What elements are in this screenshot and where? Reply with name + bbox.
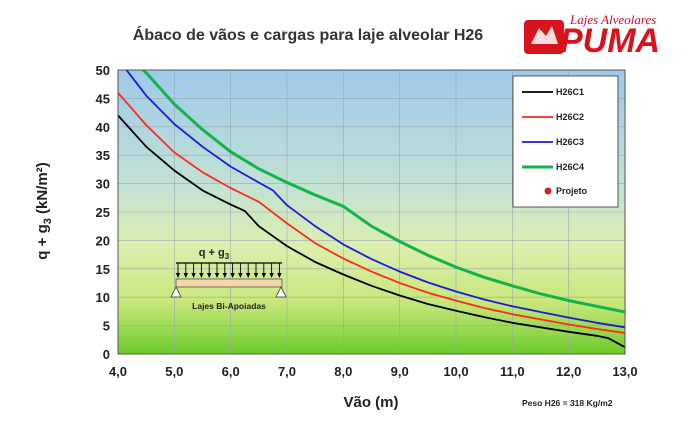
x-tick-label: 9,0 <box>391 364 409 379</box>
y-tick-label: 10 <box>96 290 110 305</box>
y-tick-label: 5 <box>103 319 110 334</box>
series-line-h26c3 <box>125 70 625 329</box>
load-arrow-head-icon <box>183 273 188 278</box>
y-tick-label: 50 <box>96 63 110 78</box>
weight-note: Peso H26 = 318 Kg/m2 <box>522 398 613 408</box>
load-arrow-head-icon <box>246 273 251 278</box>
load-arrow-head-icon <box>191 273 196 278</box>
beam-diagram: q + g3 Lajes Bi-Apoiadas <box>170 247 287 311</box>
load-label: q + g3 <box>199 247 230 261</box>
x-tick-label: 7,0 <box>278 364 296 379</box>
legend-label-h26c4: H26C4 <box>556 162 584 172</box>
x-tick-label: 5,0 <box>165 364 183 379</box>
y-tick-label: 30 <box>96 177 110 192</box>
support-right-icon <box>275 286 287 298</box>
load-arrow-head-icon <box>277 273 282 278</box>
load-arrow-head-icon <box>207 273 212 278</box>
axis-ticks: 4,0 5,0 6,0 7,0 8,0 9,0 10,0 11,0 12,0 13,0 0 5 10 15… <box>96 63 638 379</box>
series-line-h26c2 <box>118 92 625 334</box>
legend-label-h26c2: H26C2 <box>556 112 584 122</box>
load-arrow-head-icon <box>175 273 181 278</box>
x-tick-label: 8,0 <box>334 364 352 379</box>
load-arrows <box>175 263 282 278</box>
brand-name: PUMA <box>560 22 660 60</box>
brand-logo: Lajes Alveolares PUMA <box>524 12 660 60</box>
x-axis-label: Vão (m) <box>343 394 398 411</box>
load-arrow-head-icon <box>269 273 274 278</box>
load-arrow-head-icon <box>261 273 266 278</box>
legend-label-h26c1: H26C1 <box>556 87 584 97</box>
y-tick-label: 35 <box>96 148 110 163</box>
y-axis-label: q + g3 (kN/m²) <box>34 162 54 259</box>
x-tick-label: 10,0 <box>443 364 468 379</box>
brand-tagline: Lajes Alveolares <box>569 12 656 27</box>
beam-caption: Lajes Bi-Apoiadas <box>192 301 266 311</box>
y-tick-label: 25 <box>96 205 110 220</box>
x-tick-label: 4,0 <box>109 364 127 379</box>
legend-marker-projeto-icon <box>544 187 552 195</box>
series-line-h26c1 <box>118 114 625 348</box>
load-arrow-head-icon <box>214 273 220 278</box>
load-arrow-head-icon <box>253 273 259 278</box>
support-left-icon <box>170 286 182 298</box>
chart-title: Ábaco de vãos e cargas para laje alveola… <box>133 25 484 44</box>
y-tick-label: 0 <box>103 347 110 362</box>
y-tick-label: 45 <box>96 91 110 106</box>
puma-head-icon <box>531 26 558 44</box>
legend-label-projeto: Projeto <box>556 186 588 196</box>
load-arrow-head-icon <box>230 273 235 278</box>
legend-label-h26c3: H26C3 <box>556 137 584 147</box>
plot-frame <box>117 69 626 355</box>
load-arrow-head-icon <box>222 273 227 278</box>
y-tick-label: 20 <box>96 233 110 248</box>
x-tick-label: 6,0 <box>222 364 240 379</box>
x-tick-label: 13,0 <box>612 364 637 379</box>
x-tick-label: 12,0 <box>556 364 581 379</box>
series-line-h26c4 <box>140 70 625 314</box>
slab-beam <box>175 278 283 288</box>
y-tick-label: 40 <box>96 120 110 135</box>
load-arrow-head-icon <box>199 273 204 278</box>
series-layer <box>118 70 625 348</box>
legend: H26C1 H26C2 H26C3 H26C4 Projeto <box>512 75 619 208</box>
y-tick-label: 15 <box>96 262 110 277</box>
load-arrow-head-icon <box>238 273 243 278</box>
x-tick-label: 11,0 <box>500 364 525 379</box>
